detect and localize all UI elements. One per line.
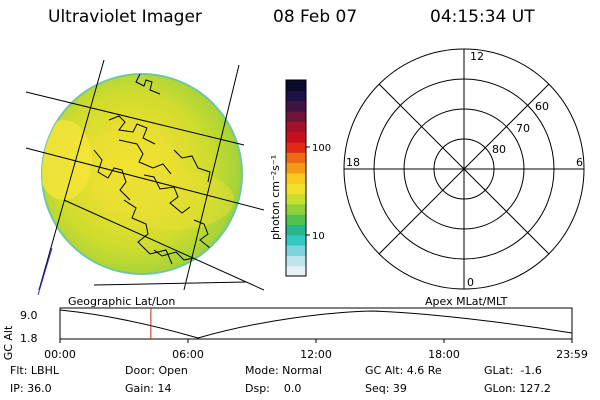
coastline [143,174,191,214]
colorbar-stripe [286,172,306,184]
colorbar-frame [285,79,307,277]
parallel-line [93,281,247,286]
colorbar-tick-100: 100 [312,143,331,154]
altitude-ytick-min: 1.8 [20,332,38,345]
colorbar-stripe [286,162,306,174]
colorbar-stripe [286,245,306,256]
colorbar-stripe [286,224,306,236]
altitude-frame [59,307,573,340]
glat-info: GLat: -1.6 [484,364,542,377]
globe-caption: Geographic Lat/Lon [68,295,176,308]
terminator-line [37,247,53,296]
mlat-label-70: 70 [516,122,530,135]
colorbar-stripe [286,255,306,267]
glon-info: GLon: 127.2 [484,382,551,395]
door-info: Door: Open [125,364,188,377]
colorbar-unit-label: photon cm⁻²s⁻¹ [269,155,282,240]
coastline [123,199,173,265]
ip-info: IP: 36.0 [10,382,52,395]
altitude-curve [59,309,573,339]
mlat-label-80: 80 [492,143,506,156]
altitude-xtick: 00:00 [44,348,76,361]
colorbar-stripe [286,110,306,122]
coastline [118,139,172,175]
altitude-xtick: 12:00 [300,348,332,361]
altitude-xtick: 23:59 [556,348,588,361]
instrument-title: Ultraviolet Imager [48,7,202,27]
altitude-xtick: 06:00 [172,348,204,361]
colorbar-stripe [286,100,306,112]
filter-info: Flt: LBHL [10,364,59,377]
colorbar-stripe [286,80,306,91]
parallel-line [25,91,245,146]
colorbar-stripe [286,141,306,153]
gc-alt-info: GC Alt: 4.6 Re [365,364,442,377]
polar-caption: Apex MLat/MLT [425,295,508,308]
altitude-strip: GC Alt 9.0 1.8 00:00 06:00 12:00 18:00 2… [2,307,588,361]
colorbar-stripe [286,183,306,195]
mlat-label-60: 60 [535,100,549,113]
altitude-xtick: 18:00 [428,348,460,361]
mlt-label-18: 18 [346,156,360,169]
gain-info: Gain: 14 [125,382,172,395]
colorbar-stripe [286,131,306,143]
colorbar-stripe [286,214,306,226]
meridian-line [183,64,240,291]
colorbar-stripe [286,203,306,215]
mlt-diagonal [378,83,550,255]
colorbar-stripes [286,80,306,277]
time-label: 04:15:34 UT [430,7,535,27]
colorbar-stripe [286,152,306,164]
date-label: 08 Feb 07 [273,7,358,27]
polar-plot: 12 0 18 6 60 70 80 [343,48,585,290]
meridian-line [38,59,105,291]
coastline [133,74,161,95]
colorbar-stripe [286,90,306,102]
coastline [93,149,131,201]
colorbar-stripe [286,265,306,277]
seq-info: Seq: 39 [365,382,407,395]
coastline [108,115,156,145]
dsp-info: Dsp: 0.0 [245,382,302,395]
parallel-line [25,147,264,211]
color-scale: 100 10 photon cm⁻²s⁻¹ [269,79,331,277]
globe-image [25,59,264,296]
colorbar-tick-10: 10 [312,231,325,242]
coastline [198,259,224,267]
parallel-line [63,199,264,291]
mlt-label-12: 12 [470,50,484,63]
mlt-label-0: 0 [467,276,474,289]
colorbar-stripe [286,234,306,246]
colorbar-stripe [286,193,306,205]
mode-info: Mode: Normal [245,364,322,377]
mlt-label-6: 6 [576,156,583,169]
colorbar-stripe [286,121,306,133]
coastline [173,149,211,183]
coastline [153,249,195,261]
altitude-ytick-max: 9.0 [20,309,38,322]
altitude-ylabel: GC Alt [2,325,15,360]
